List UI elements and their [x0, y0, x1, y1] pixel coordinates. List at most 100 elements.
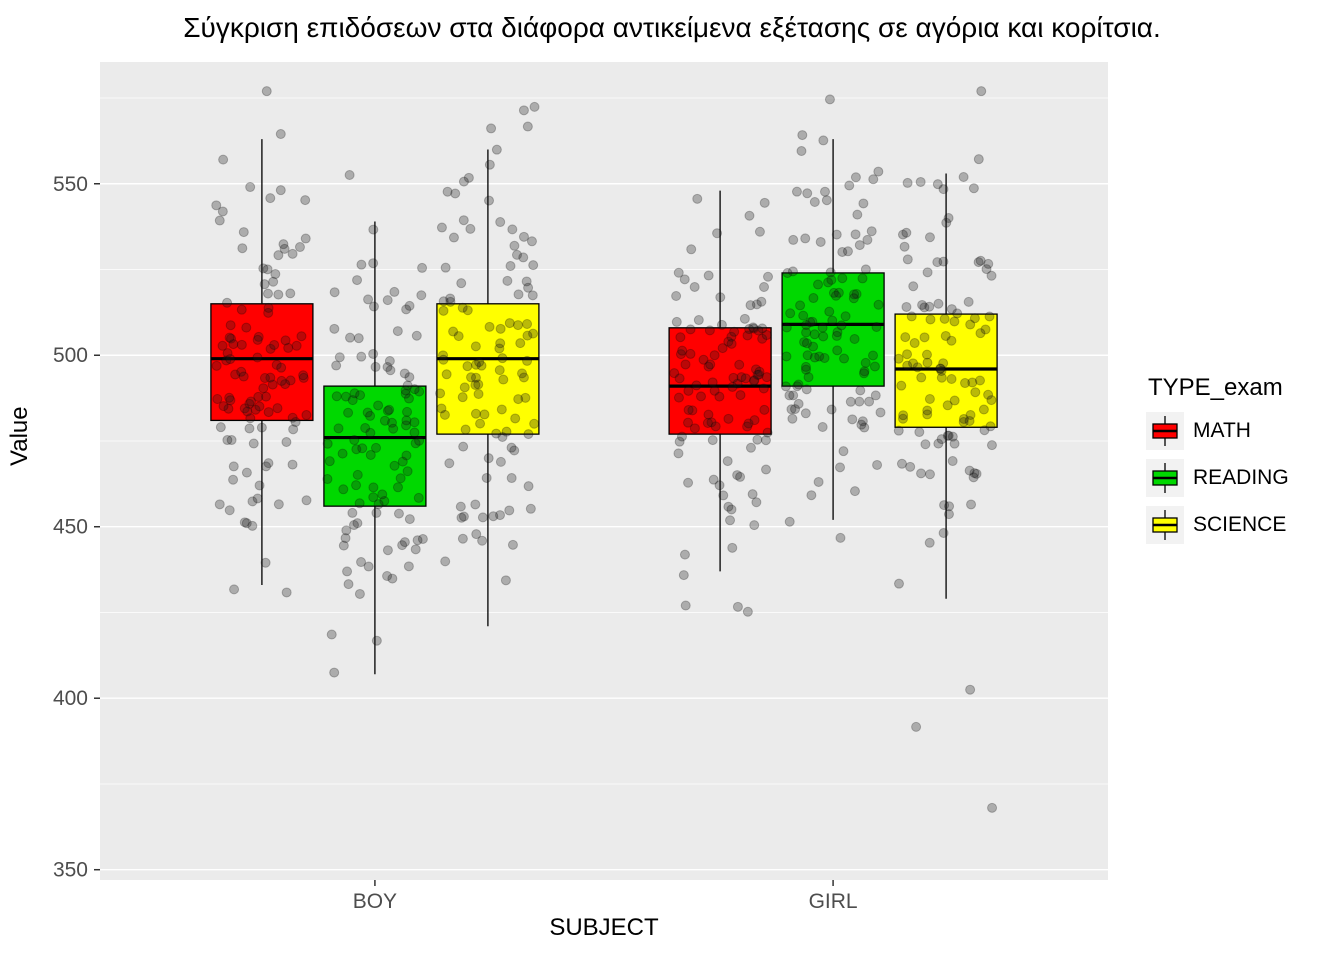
- jitter-point: [745, 300, 756, 311]
- jitter-point: [245, 413, 256, 424]
- jitter-point: [693, 315, 704, 326]
- jitter-point: [941, 217, 952, 228]
- jitter-point: [785, 308, 796, 319]
- jitter-point: [456, 278, 467, 289]
- jitter-point: [759, 281, 770, 292]
- jitter-point: [460, 424, 471, 435]
- jitter-point: [838, 446, 849, 457]
- jitter-point: [341, 525, 352, 536]
- jitter-point: [852, 209, 863, 220]
- jitter-point: [707, 435, 718, 446]
- jitter-point: [901, 301, 912, 312]
- jitter-point: [244, 398, 255, 409]
- jitter-point: [298, 372, 309, 383]
- jitter-point: [802, 188, 813, 199]
- jitter-point: [404, 514, 415, 525]
- jitter-point: [463, 172, 474, 183]
- jitter-point: [801, 338, 812, 349]
- jitter-point: [925, 314, 936, 325]
- jitter-point: [675, 332, 686, 343]
- jitter-point: [673, 392, 684, 403]
- jitter-point: [784, 516, 795, 527]
- jitter-point: [263, 302, 274, 313]
- jitter-point: [745, 442, 756, 453]
- jitter-point: [459, 382, 470, 393]
- jitter-point: [759, 197, 770, 208]
- jitter-point: [333, 423, 344, 434]
- jitter-point: [329, 287, 340, 298]
- jitter-point: [709, 385, 720, 396]
- jitter-point: [743, 418, 754, 429]
- jitter-point: [946, 373, 957, 384]
- jitter-point: [702, 417, 713, 428]
- jitter-point: [348, 520, 359, 531]
- jitter-point: [278, 239, 289, 250]
- jitter-point: [279, 243, 290, 254]
- jitter-point: [920, 439, 931, 450]
- jitter-point: [275, 185, 286, 196]
- jitter-point: [796, 146, 807, 157]
- jitter-point: [254, 480, 265, 491]
- jitter-point: [754, 366, 765, 377]
- jitter-point: [752, 434, 763, 445]
- jitter-point: [445, 293, 456, 304]
- jitter-point: [875, 407, 886, 418]
- jitter-point: [283, 342, 294, 353]
- jitter-point: [710, 421, 721, 432]
- jitter-point: [944, 501, 955, 512]
- jitter-point: [473, 388, 484, 399]
- jitter-point: [784, 390, 795, 401]
- jitter-point: [355, 390, 366, 401]
- box-reading-girl: [781, 272, 885, 387]
- jitter-point: [859, 422, 870, 433]
- jitter-point: [518, 231, 529, 242]
- jitter-point: [457, 392, 468, 403]
- jitter-point: [476, 360, 487, 371]
- jitter-point: [287, 248, 298, 259]
- jitter-point: [263, 288, 273, 299]
- jitter-point: [727, 381, 738, 392]
- jitter-point: [291, 340, 302, 351]
- jitter-point: [813, 279, 824, 290]
- jitter-point: [351, 480, 362, 491]
- jitter-point: [795, 300, 806, 311]
- jitter-point: [296, 331, 307, 342]
- jitter-point: [845, 396, 856, 407]
- jitter-point: [498, 374, 509, 385]
- box-math-girl: [668, 327, 772, 435]
- jitter-point: [268, 276, 279, 287]
- jitter-point: [356, 259, 367, 270]
- jitter-point: [967, 377, 978, 388]
- jitter-point: [714, 480, 725, 491]
- jitter-point: [402, 380, 413, 391]
- jitter-point: [952, 308, 963, 319]
- jitter-point: [273, 289, 284, 300]
- jitter-point: [465, 223, 476, 234]
- jitter-point: [329, 323, 340, 334]
- jitter-point: [732, 378, 743, 389]
- jitter-point: [252, 352, 263, 363]
- jitter-point: [946, 335, 957, 346]
- jitter-point: [830, 290, 841, 301]
- jitter-point: [870, 390, 881, 401]
- legend-title: TYPE_exam: [1148, 374, 1283, 401]
- jitter-point: [800, 408, 811, 419]
- jitter-point: [491, 144, 502, 155]
- jitter-point: [781, 322, 792, 333]
- jitter-point: [281, 587, 292, 598]
- jitter-point: [226, 333, 237, 344]
- jitter-point: [324, 456, 335, 467]
- jitter-point: [942, 400, 953, 411]
- jitter-point: [980, 324, 991, 335]
- jitter-point: [352, 518, 363, 529]
- jitter-point: [683, 404, 694, 415]
- jitter-point: [906, 311, 917, 322]
- jitter-point: [947, 456, 958, 467]
- jitter-point: [269, 339, 280, 350]
- jitter-point: [301, 495, 312, 506]
- jitter-point: [414, 386, 425, 397]
- jitter-point: [958, 417, 969, 428]
- jitter-point: [935, 363, 946, 374]
- jitter-point: [722, 456, 733, 467]
- jitter-point: [340, 391, 351, 402]
